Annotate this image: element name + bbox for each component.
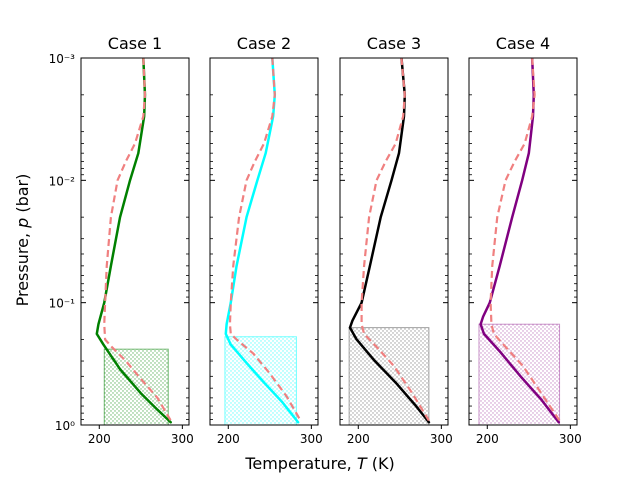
x-tick-label: 200 [88, 432, 111, 446]
y-tick-label: 10⁻³ [49, 52, 76, 66]
series-line-profile [348, 58, 431, 424]
x-tick-label: 200 [217, 432, 240, 446]
y-tick-label: 10⁻¹ [49, 297, 76, 311]
axes-frame [209, 57, 319, 426]
series-line-reference [360, 58, 430, 422]
x-axis-label: Temperature, T (K) [244, 454, 394, 473]
x-tick-label: 200 [476, 432, 499, 446]
panel-title: Case 4 [496, 34, 550, 53]
panel-2: Case 2 200 300 [209, 34, 323, 446]
x-tick-label: 300 [430, 432, 453, 446]
y-axis-label: Pressure, p (bar) [13, 174, 32, 307]
x-tick-label: 300 [300, 432, 323, 446]
panel-3: Case 3 200 300 [339, 34, 453, 446]
x-tick-label: 300 [559, 432, 582, 446]
series-line-reference [228, 58, 302, 422]
series-line-profile [479, 58, 560, 424]
panel-title: Case 3 [367, 34, 421, 53]
y-tick-label: 10⁰ [55, 419, 75, 433]
series-line-profile [95, 58, 172, 424]
panel-1: Case 1 200 300 10⁰ 10⁻¹ 10⁻² 10⁻³ [49, 34, 194, 446]
axes-frame [468, 57, 578, 426]
panel-title: Case 2 [237, 34, 291, 53]
axes-frame [339, 57, 449, 426]
axes-frame [80, 57, 190, 426]
series-line-reference [103, 58, 172, 422]
x-tick-label: 300 [171, 432, 194, 446]
series-line-reference [489, 58, 561, 422]
shaded-region [478, 323, 561, 426]
panel-title: Case 1 [108, 34, 162, 53]
y-tick-label: 10⁻² [49, 174, 76, 188]
panel-4: Case 4 200 300 [468, 34, 582, 446]
x-tick-label: 200 [347, 432, 370, 446]
series-line-profile [224, 58, 300, 424]
